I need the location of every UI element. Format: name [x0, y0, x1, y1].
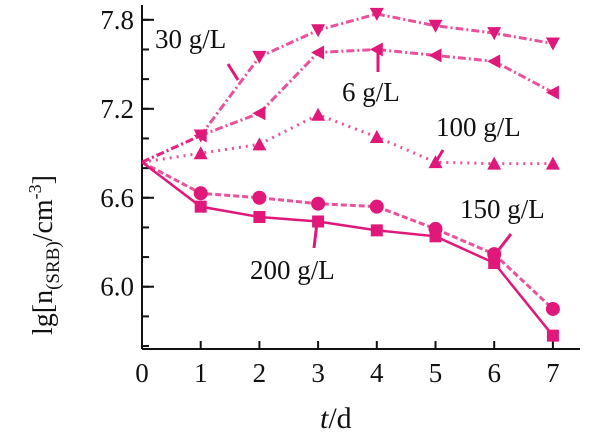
annotations: 30 g/L 6 g/L 100 g/L 150 g/L 200 g/L — [155, 24, 545, 285]
series-line — [141, 160, 554, 311]
data-point-circle — [369, 199, 384, 214]
data-point-square — [488, 257, 501, 269]
data-point-triangle-up — [487, 156, 502, 170]
leader-150 — [495, 233, 513, 253]
series-line — [141, 12, 554, 164]
data-point-triangle-up — [193, 146, 208, 160]
data-point-square — [194, 200, 207, 213]
data-point-triangle-up — [545, 156, 560, 170]
axes: 0 1 2 3 4 5 6 7 6.0 6.6 7.2 7.8 — [100, 5, 580, 388]
leader-100 — [435, 149, 445, 161]
x-tick-label: 7 — [546, 358, 560, 388]
series-6gl — [141, 42, 559, 164]
data-point-triangle-left — [545, 85, 559, 100]
data-point-triangle-down — [252, 50, 267, 64]
series-label-200: 200 g/L — [250, 255, 335, 285]
y-axis-label: lg[n(SRB)/cm-3] — [25, 175, 64, 335]
data-point-circle — [193, 186, 208, 201]
data-point-triangle-left — [193, 128, 207, 143]
series-line — [141, 47, 554, 164]
y-tick-label: 6.6 — [100, 183, 134, 213]
x-axis-label: t/d — [320, 402, 352, 435]
x-tick-label: 2 — [253, 358, 267, 388]
data-point-square — [546, 329, 559, 342]
data-point-circle — [252, 190, 267, 205]
series-label-100: 100 g/L — [436, 112, 521, 142]
data-point-square — [370, 224, 383, 237]
data-point-square — [253, 211, 266, 224]
data-point-triangle-up — [428, 155, 443, 169]
data-point-triangle-up — [369, 129, 384, 143]
leader-30 — [226, 63, 240, 81]
data-point-triangle-left — [252, 106, 266, 121]
data-point-circle — [545, 301, 560, 316]
x-tick-label: 3 — [311, 358, 325, 388]
y-tick-label: 7.2 — [100, 94, 134, 124]
data-point-triangle-left — [428, 48, 442, 63]
series-group — [141, 7, 560, 342]
series-150gl — [141, 160, 560, 316]
series-100gl — [141, 107, 560, 170]
data-point-triangle-down — [428, 19, 443, 33]
data-point-square — [312, 215, 325, 228]
data-point-triangle-up — [252, 137, 267, 151]
x-tick-label: 0 — [135, 358, 149, 388]
data-point-triangle-down — [487, 27, 502, 41]
data-point-triangle-left — [311, 45, 325, 60]
x-tick-label: 5 — [429, 358, 443, 388]
data-point-triangle-left — [487, 54, 501, 69]
x-tick-label: 4 — [370, 358, 384, 388]
data-point-circle — [311, 196, 326, 211]
data-point-triangle-down — [311, 24, 326, 38]
y-tick-label: 6.0 — [100, 272, 134, 302]
x-tick-label: 1 — [194, 358, 208, 388]
data-point-triangle-down — [369, 7, 384, 21]
series-label-6: 6 g/L — [342, 77, 400, 107]
data-point-square — [429, 230, 442, 243]
series-line — [141, 161, 554, 337]
series-label-150: 150 g/L — [460, 194, 545, 224]
series-label-30: 30 g/L — [155, 24, 226, 54]
leader-200 — [312, 221, 319, 249]
data-point-triangle-down — [545, 37, 560, 51]
data-point-triangle-up — [311, 107, 326, 121]
x-tick-label: 6 — [487, 358, 501, 388]
series-30gl — [141, 7, 560, 164]
y-tick-label: 7.8 — [100, 5, 134, 35]
series-200gl — [141, 161, 559, 342]
data-point-triangle-left — [369, 42, 383, 57]
